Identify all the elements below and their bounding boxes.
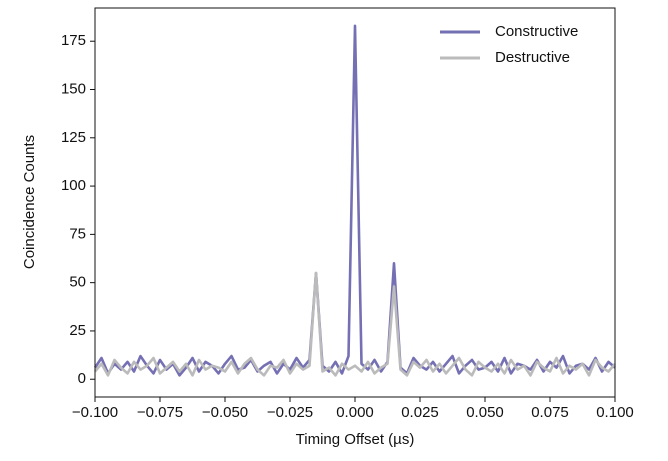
y-tick-label: 25 [69, 322, 86, 339]
y-tick-label: 75 [69, 225, 86, 242]
legend-label: Constructive [495, 23, 578, 40]
data-line [94, 271, 616, 377]
data-line [93, 24, 616, 377]
x-tick-label: −0.025 [267, 404, 313, 421]
x-tick-label: 0.050 [466, 404, 504, 421]
y-tick-label: 100 [61, 177, 86, 194]
legend-label: Destructive [495, 49, 570, 66]
x-tick-label: 0.000 [336, 404, 374, 421]
y-tick-label: 150 [61, 80, 86, 97]
x-axis-label: Timing Offset (µs) [296, 431, 415, 448]
x-tick-label: −0.100 [72, 404, 118, 421]
x-tick-label: −0.075 [137, 404, 183, 421]
y-tick-label: 0 [78, 370, 86, 387]
x-tick-label: 0.100 [596, 404, 634, 421]
y-tick-label: 175 [61, 32, 86, 49]
x-tick-label: −0.050 [202, 404, 248, 421]
y-axis-label: Coincidence Counts [21, 135, 38, 269]
y-tick-label: 125 [61, 129, 86, 146]
x-tick-label: 0.075 [531, 404, 569, 421]
plot-frame [94, 7, 616, 398]
y-tick-label: 50 [69, 274, 86, 291]
x-tick-label: 0.025 [401, 404, 439, 421]
